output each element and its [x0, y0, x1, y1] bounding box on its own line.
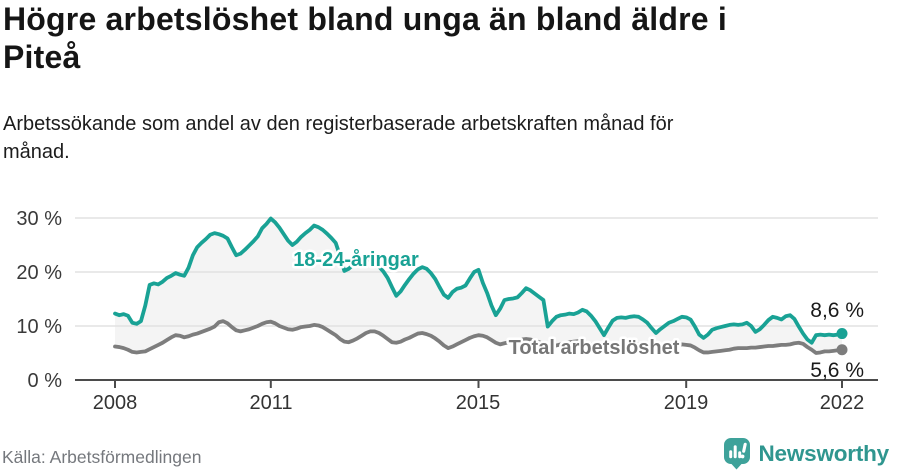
series-line-total — [113, 319, 844, 355]
chart-geometry — [75, 216, 878, 388]
y-axis-label-20: 20 % — [16, 262, 62, 284]
newsworthy-logo: Newsworthy — [724, 438, 889, 470]
series-end-dot-youth — [836, 328, 848, 340]
series-line-youth — [113, 216, 844, 345]
title-line-1: Högre arbetslöshet bland unga än bland ä… — [3, 1, 727, 37]
page-title: Högre arbetslöshet bland unga än bland ä… — [3, 0, 895, 76]
series-end-dot-total — [836, 344, 848, 356]
x-axis-label-2022: 2022 — [820, 392, 865, 414]
band-fill — [115, 218, 842, 353]
x-axis-label-2015: 2015 — [456, 392, 501, 414]
newsworthy-wordmark: Newsworthy — [758, 441, 889, 466]
logo-bar-chart-glyph — [729, 442, 748, 459]
source-attribution: Källa: Arbetsförmedlingen — [2, 447, 202, 467]
title-line-2: Piteå — [3, 39, 81, 75]
x-axis-label-2019: 2019 — [664, 392, 709, 414]
x-axis-label-2011: 2011 — [249, 392, 292, 414]
y-axis-label-0: 0 % — [28, 370, 63, 392]
end-value-youth: 8,6 % — [810, 299, 864, 322]
end-value-total: 5,6 % — [810, 359, 864, 382]
y-axis-label-30: 30 % — [16, 208, 62, 230]
subtitle-line-1: Arbetssökande som andel av den registerb… — [3, 113, 674, 135]
newsworthy-logo-icon — [724, 438, 751, 470]
y-axis-label-10: 10 % — [16, 316, 62, 338]
x-axis-label-2008: 2008 — [93, 392, 138, 414]
series-label-total: Total arbetslöshet — [509, 337, 680, 359]
subtitle-line-2: månad. — [3, 141, 70, 163]
logo-bubble-shape — [724, 438, 751, 470]
series-label-youth: 18-24-åringar — [293, 248, 419, 271]
chart-subtitle: Arbetssökande som andel av den registerb… — [3, 110, 833, 166]
